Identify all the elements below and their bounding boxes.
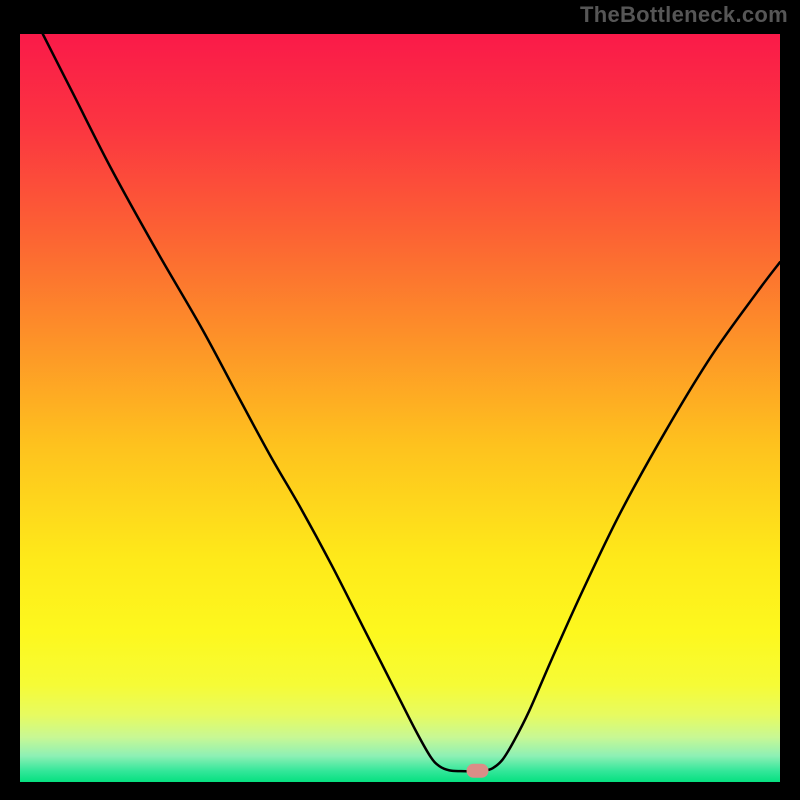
chart-frame: TheBottleneck.com: [0, 0, 800, 800]
gradient-background: [20, 34, 780, 782]
plot-area: [20, 34, 780, 782]
watermark-text: TheBottleneck.com: [580, 2, 788, 28]
plot-svg: [20, 34, 780, 782]
minimum-marker: [467, 764, 489, 778]
